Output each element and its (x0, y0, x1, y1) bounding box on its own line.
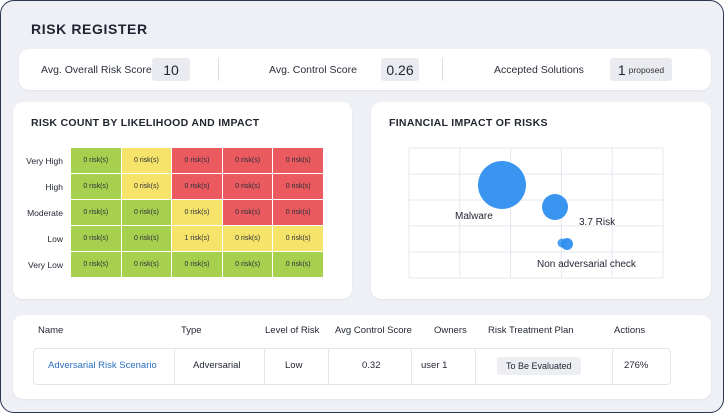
financial-impact-title: FINANCIAL IMPACT OF RISKS (389, 117, 548, 129)
heatmap-row-label: Very Low (28, 260, 63, 270)
heatmap-cell[interactable]: 0 risk(s) (222, 148, 273, 173)
divider (328, 349, 329, 384)
heatmap-cell[interactable]: 0 risk(s) (121, 200, 172, 225)
metric-value-accepted-solutions: 1 proposed (610, 58, 672, 81)
divider (411, 349, 412, 384)
heatmap-cell[interactable]: 0 risk(s) (121, 148, 172, 173)
bubble-chart: Malware 3.7 Risk Non adversarial check (408, 147, 664, 279)
heatmap-cell[interactable]: 0 risk(s) (71, 174, 121, 199)
heatmap-cell[interactable]: 0 risk(s) (121, 174, 172, 199)
column-header-avg-control-score: Avg Control Score (335, 325, 412, 336)
metrics-bar: Avg. Overall Risk Score 10 Avg. Control … (19, 49, 711, 90)
divider (174, 349, 175, 384)
heatmap-row-label: Low (47, 234, 63, 244)
metric-accepted-solutions: Accepted Solutions (494, 49, 584, 90)
heatmap-row-label: Moderate (27, 208, 63, 218)
treatment-plan-badge[interactable]: To Be Evaluated (497, 357, 581, 375)
heatmap-cell[interactable]: 0 risk(s) (172, 252, 222, 277)
heatmap-cell[interactable]: 0 risk(s) (273, 252, 323, 277)
heatmap-cell[interactable]: 0 risk(s) (172, 200, 222, 225)
heatmap-cell[interactable]: 0 risk(s) (71, 226, 121, 251)
column-header-level: Level of Risk (265, 325, 320, 336)
bubble-label: Non adversarial check (537, 259, 637, 270)
divider (442, 58, 443, 81)
metric-value-number: 1 (617, 61, 626, 78)
heatmap-cell[interactable]: 0 risk(s) (273, 148, 323, 173)
metric-value-avg-overall-risk: 10 (152, 58, 190, 81)
table-row[interactable]: Adversarial Risk Scenario Adversarial Lo… (33, 348, 671, 385)
risk-bubble[interactable] (542, 194, 568, 220)
risk-avg-control-score: 0.32 (362, 360, 381, 371)
bubble-label: Malware (455, 211, 493, 222)
financial-impact-card: FINANCIAL IMPACT OF RISKS Malware 3.7 Ris… (371, 102, 711, 299)
risk-table-card: Name Type Level of Risk Avg Control Scor… (13, 315, 711, 399)
heatmap-title: RISK COUNT BY LIKELIHOOD AND IMPACT (31, 117, 260, 129)
risk-name-link[interactable]: Adversarial Risk Scenario (48, 360, 157, 371)
risk-type: Adversarial (193, 360, 241, 371)
column-header-name: Name (38, 325, 64, 336)
bubble-chart-grid (408, 147, 664, 279)
heatmap-cell[interactable]: 0 risk(s) (71, 252, 121, 277)
heatmap-cell[interactable]: 1 risk(s) (172, 226, 222, 251)
divider (612, 349, 613, 384)
heatmap-cell[interactable]: 0 risk(s) (273, 226, 323, 251)
heatmap-cell[interactable]: 0 risk(s) (222, 252, 273, 277)
heatmap-cell[interactable]: 0 risk(s) (71, 148, 121, 173)
heatmap-cell[interactable]: 0 risk(s) (121, 226, 172, 251)
metric-value-suffix: proposed (628, 64, 665, 75)
heatmap-cell[interactable]: 0 risk(s) (222, 200, 273, 225)
metric-value-avg-control-score: 0.26 (381, 58, 419, 81)
column-header-type: Type (181, 325, 202, 336)
heatmap-cell[interactable]: 0 risk(s) (172, 174, 222, 199)
divider (264, 349, 265, 384)
risk-level: Low (285, 360, 303, 371)
heatmap-cell[interactable]: 0 risk(s) (121, 252, 172, 277)
risk-bubble[interactable] (557, 238, 567, 248)
heatmap-cell[interactable]: 0 risk(s) (172, 148, 222, 173)
metric-avg-control-score: Avg. Control Score (269, 49, 357, 90)
divider (475, 349, 476, 384)
column-header-actions: Actions (614, 325, 646, 336)
column-header-treatment-plan: Risk Treatment Plan (488, 325, 574, 336)
risk-heatmap-card: RISK COUNT BY LIKELIHOOD AND IMPACT Very… (13, 102, 352, 299)
risk-actions-value[interactable]: 276% (624, 360, 649, 371)
column-header-owners: Owners (434, 325, 467, 336)
heatmap-cell[interactable]: 0 risk(s) (71, 200, 121, 225)
bubble-chart-bubbles: Malware 3.7 Risk Non adversarial check (455, 161, 637, 270)
metric-label: Avg. Overall Risk Score (41, 63, 152, 76)
metric-label: Avg. Control Score (269, 63, 357, 76)
metric-label: Accepted Solutions (494, 63, 584, 76)
heatmap-row-label: High (45, 182, 63, 192)
heatmap-cell[interactable]: 0 risk(s) (273, 200, 323, 225)
page-title: RISK REGISTER (31, 21, 148, 37)
bubble-label: 3.7 Risk (579, 217, 616, 228)
heatmap-row-label: Very High (26, 156, 63, 166)
divider (218, 58, 219, 81)
heatmap-cell[interactable]: 0 risk(s) (222, 226, 273, 251)
risk-owner: user 1 (421, 360, 448, 371)
heatmap-cell[interactable]: 0 risk(s) (222, 174, 273, 199)
heatmap-cell[interactable]: 0 risk(s) (273, 174, 323, 199)
risk-bubble[interactable] (478, 161, 526, 209)
metric-avg-overall-risk: Avg. Overall Risk Score (41, 49, 152, 90)
